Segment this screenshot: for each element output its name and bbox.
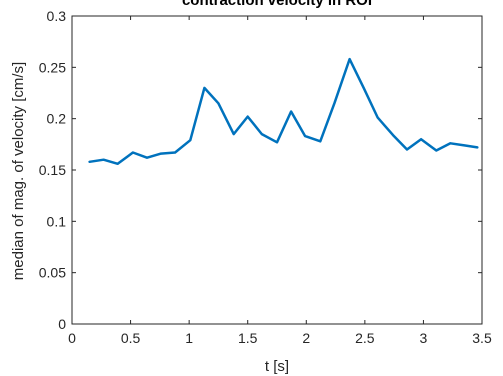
- chart-title: contraction velocity in ROI: [182, 0, 372, 9]
- y-tick-label: 0.2: [47, 111, 67, 127]
- x-tick-label: 2.5: [355, 330, 375, 346]
- y-tick-label: 0.25: [39, 59, 66, 75]
- y-tick-label: 0.05: [39, 265, 66, 281]
- series-layer: [88, 57, 479, 166]
- y-tick-label: 0.3: [47, 8, 67, 24]
- x-tick-label: 3.5: [472, 330, 492, 346]
- x-tick-label: 3: [420, 330, 428, 346]
- x-tick-label: 2: [302, 330, 310, 346]
- plot-frame: [71, 15, 483, 325]
- series-line: [88, 57, 479, 166]
- y-axis-label: median of mag. of velocity [cm/s]: [10, 62, 27, 280]
- x-tick-label: 1.5: [238, 330, 258, 346]
- x-tick-label: 1: [185, 330, 193, 346]
- x-axis: 0 0.5 1 1.5 2 2.5 3 3.5: [68, 16, 492, 346]
- y-tick-label: 0: [58, 316, 66, 332]
- plot-area: [71, 15, 483, 325]
- y-tick-label: 0.1: [47, 213, 67, 229]
- x-tick-label: 0: [68, 330, 76, 346]
- y-tick-label: 0.15: [39, 162, 66, 178]
- x-tick-label: 0.5: [121, 330, 141, 346]
- x-axis-label: t [s]: [265, 358, 289, 375]
- y-axis: 0 0.05 0.1 0.15 0.2 0.25 0.3: [39, 8, 482, 332]
